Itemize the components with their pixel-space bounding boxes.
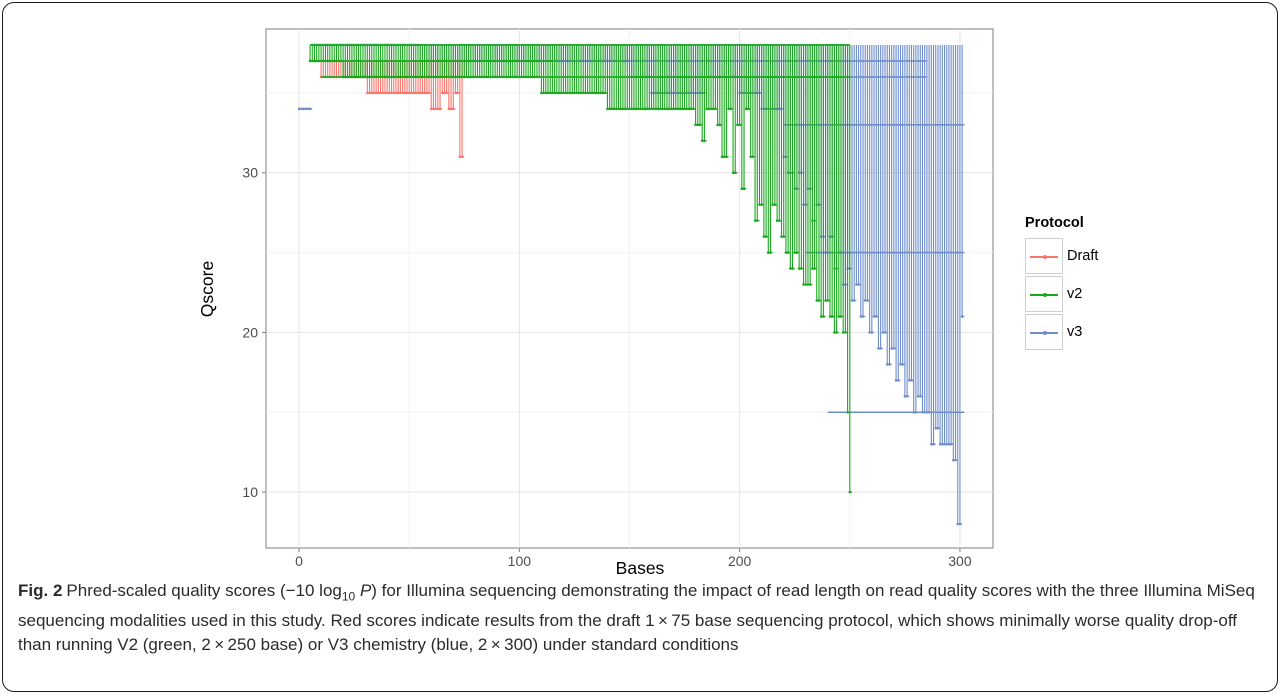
y-axis-label: Qscore [197, 261, 217, 317]
y-tick-label: 20 [242, 324, 258, 340]
x-tick-label: 0 [295, 553, 303, 569]
series-v2 [308, 44, 853, 494]
legend-key-point [1043, 293, 1047, 297]
axes: 0 100 200 300 10 20 30 [242, 165, 971, 569]
legend-label: v3 [1067, 324, 1083, 340]
caption-label: Fig. 2 [18, 581, 63, 600]
y-tick-label: 30 [242, 165, 258, 181]
legend-item-v2: v2 [1025, 275, 1135, 313]
legend-item-draft: Draft [1025, 237, 1135, 275]
legend-label: Draft [1067, 248, 1099, 264]
caption-italic-p: P [359, 581, 372, 600]
caption-subscript: 10 [341, 589, 356, 604]
x-axis-label: Bases [616, 558, 665, 578]
legend: Protocol Draft v2 v3 [1025, 215, 1135, 351]
data-series [297, 43, 965, 526]
figure-caption: Fig. 2 Phred-scaled quality scores (−10 l… [18, 579, 1263, 658]
legend-key [1025, 238, 1063, 274]
caption-text-2: ) for Illumina sequencing demonstrating … [18, 581, 1255, 655]
legend-item-v3: v3 [1025, 313, 1135, 351]
legend-title: Protocol [1025, 215, 1084, 231]
legend-key-point [1043, 255, 1047, 259]
x-tick-label: 200 [728, 553, 752, 569]
legend-key-point [1043, 331, 1047, 335]
x-tick-label: 300 [948, 553, 972, 569]
caption-text-1: Phred-scaled quality scores (−10 log [66, 581, 342, 600]
legend-key [1025, 276, 1063, 312]
legend-key [1025, 314, 1063, 350]
x-tick-label: 100 [508, 553, 532, 569]
legend-label: v2 [1067, 286, 1083, 302]
y-tick-label: 10 [242, 484, 258, 500]
